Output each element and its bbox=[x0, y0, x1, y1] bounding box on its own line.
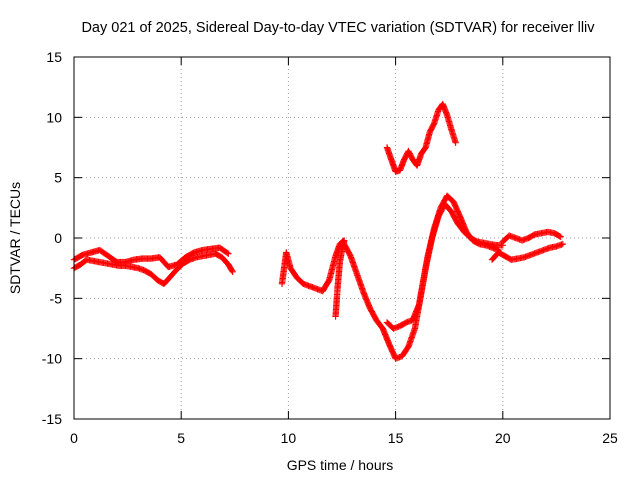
data-series-segment-1 bbox=[70, 250, 236, 288]
data-point bbox=[224, 249, 231, 257]
y-tick-label: -15 bbox=[42, 411, 62, 427]
data-point bbox=[556, 232, 563, 240]
data-series-segment-8 bbox=[488, 240, 567, 263]
data-series-segment-2 bbox=[70, 244, 232, 271]
y-axis-label: SDTVAR / TECUs bbox=[7, 182, 23, 294]
y-tick-label: -5 bbox=[50, 290, 63, 306]
data-point bbox=[229, 268, 236, 275]
x-tick-label: 25 bbox=[602, 430, 618, 446]
data-point bbox=[559, 240, 567, 248]
y-tick-label: 15 bbox=[46, 49, 62, 65]
x-tick-label: 15 bbox=[388, 430, 404, 446]
chart-title: Day 021 of 2025, Sidereal Day-to-day VTE… bbox=[81, 20, 595, 36]
data-series-segment-3 bbox=[278, 237, 348, 295]
x-tick-label: 20 bbox=[495, 430, 511, 446]
data-point bbox=[225, 250, 232, 257]
data-series-segment-9 bbox=[499, 228, 564, 245]
y-tick-label: 5 bbox=[54, 170, 62, 186]
data-point bbox=[452, 139, 459, 146]
axes: 0 5 10 15 20 25 -15 -10 -5 0 5 10 15 bbox=[42, 49, 618, 446]
y-tick-label: 0 bbox=[54, 230, 62, 246]
x-axis-label: GPS time / hours bbox=[287, 457, 394, 473]
x-tick-label: 0 bbox=[70, 430, 78, 446]
y-tick-label: -10 bbox=[42, 351, 62, 367]
data-point bbox=[228, 267, 236, 274]
x-tick-label: 10 bbox=[281, 430, 297, 446]
data-point bbox=[557, 233, 564, 240]
data-series-segment-7 bbox=[383, 100, 459, 175]
y-tick-label: 10 bbox=[46, 109, 62, 125]
grid bbox=[74, 57, 610, 419]
data-layer bbox=[70, 100, 567, 362]
x-tick-label: 5 bbox=[177, 430, 185, 446]
data-series-segment-4 bbox=[332, 238, 348, 320]
data-series-segment-6 bbox=[383, 201, 506, 332]
